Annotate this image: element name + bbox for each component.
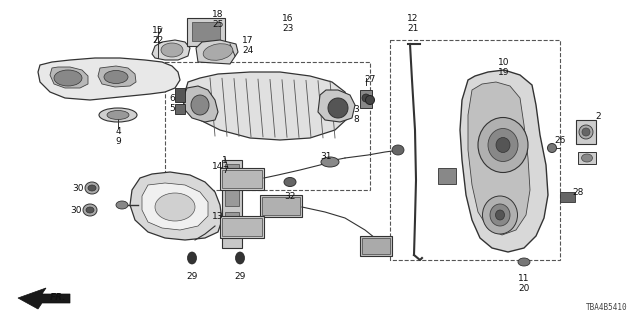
Bar xyxy=(260,195,302,217)
Text: 26: 26 xyxy=(554,136,566,145)
Ellipse shape xyxy=(155,193,195,221)
Bar xyxy=(175,88,185,102)
Polygon shape xyxy=(460,70,548,252)
Bar xyxy=(222,170,262,188)
Ellipse shape xyxy=(161,43,183,57)
Text: 32: 32 xyxy=(284,192,296,201)
Text: 15
22: 15 22 xyxy=(152,26,164,45)
Polygon shape xyxy=(130,172,222,240)
Ellipse shape xyxy=(579,125,593,139)
Polygon shape xyxy=(50,67,88,88)
Polygon shape xyxy=(468,82,530,235)
Bar xyxy=(560,192,575,202)
Text: 31: 31 xyxy=(320,152,332,161)
Polygon shape xyxy=(196,40,238,64)
Text: 3
8: 3 8 xyxy=(353,105,359,124)
Ellipse shape xyxy=(582,154,593,162)
Text: 29: 29 xyxy=(234,272,246,281)
Ellipse shape xyxy=(488,129,518,162)
Ellipse shape xyxy=(547,143,557,153)
Text: 4
9: 4 9 xyxy=(115,127,121,147)
Polygon shape xyxy=(98,66,136,87)
Text: 2: 2 xyxy=(595,112,601,121)
Text: 11
20: 11 20 xyxy=(518,274,530,293)
Ellipse shape xyxy=(328,98,348,118)
Bar xyxy=(576,120,596,144)
Bar xyxy=(578,152,596,164)
Ellipse shape xyxy=(104,70,128,84)
Text: 30: 30 xyxy=(70,206,82,215)
Polygon shape xyxy=(318,90,355,122)
Ellipse shape xyxy=(54,70,82,86)
Bar xyxy=(225,212,239,230)
Ellipse shape xyxy=(85,182,99,194)
Ellipse shape xyxy=(478,117,528,172)
Ellipse shape xyxy=(86,207,94,213)
Text: 10
19: 10 19 xyxy=(499,58,509,77)
Polygon shape xyxy=(185,72,350,140)
Text: TBA4B5410: TBA4B5410 xyxy=(586,303,628,312)
Text: 16
23: 16 23 xyxy=(282,14,294,33)
Ellipse shape xyxy=(88,185,96,191)
Text: 13: 13 xyxy=(212,212,224,221)
Ellipse shape xyxy=(582,128,590,136)
Ellipse shape xyxy=(365,95,374,105)
Ellipse shape xyxy=(495,210,504,220)
Ellipse shape xyxy=(483,196,518,234)
Polygon shape xyxy=(152,40,190,60)
Ellipse shape xyxy=(490,204,510,226)
Bar xyxy=(175,104,185,114)
Bar xyxy=(220,168,264,190)
Ellipse shape xyxy=(83,204,97,216)
Ellipse shape xyxy=(99,108,137,122)
Ellipse shape xyxy=(107,110,129,119)
Ellipse shape xyxy=(392,145,404,155)
Bar xyxy=(222,160,242,248)
Text: 12
21: 12 21 xyxy=(407,14,419,33)
Bar xyxy=(262,197,300,215)
Text: 29: 29 xyxy=(186,272,198,281)
Ellipse shape xyxy=(496,138,510,153)
Text: 18
25: 18 25 xyxy=(212,10,224,29)
Bar xyxy=(438,168,456,184)
Ellipse shape xyxy=(116,201,128,209)
Text: 17
24: 17 24 xyxy=(243,36,253,55)
Bar xyxy=(360,236,392,256)
Text: 30: 30 xyxy=(72,184,84,193)
Polygon shape xyxy=(18,288,70,309)
Bar xyxy=(360,90,372,108)
Text: 14: 14 xyxy=(212,162,224,171)
Text: 27: 27 xyxy=(364,75,376,84)
Ellipse shape xyxy=(203,44,233,60)
Bar xyxy=(362,238,390,254)
Text: 6
5: 6 5 xyxy=(169,94,175,113)
Polygon shape xyxy=(38,58,180,100)
Ellipse shape xyxy=(362,94,370,102)
Bar xyxy=(220,216,264,238)
Ellipse shape xyxy=(284,178,296,187)
Text: FR.: FR. xyxy=(50,293,67,302)
Text: 1
7: 1 7 xyxy=(222,156,228,175)
Bar xyxy=(187,18,225,46)
Ellipse shape xyxy=(321,157,339,167)
Polygon shape xyxy=(142,183,208,230)
Bar xyxy=(192,22,220,41)
Ellipse shape xyxy=(236,252,244,264)
Ellipse shape xyxy=(191,95,209,115)
Bar xyxy=(225,164,239,182)
Polygon shape xyxy=(183,86,218,122)
Ellipse shape xyxy=(518,258,530,266)
Ellipse shape xyxy=(188,252,196,264)
Bar xyxy=(225,188,239,206)
Text: 28: 28 xyxy=(572,188,584,197)
Bar xyxy=(222,218,262,236)
